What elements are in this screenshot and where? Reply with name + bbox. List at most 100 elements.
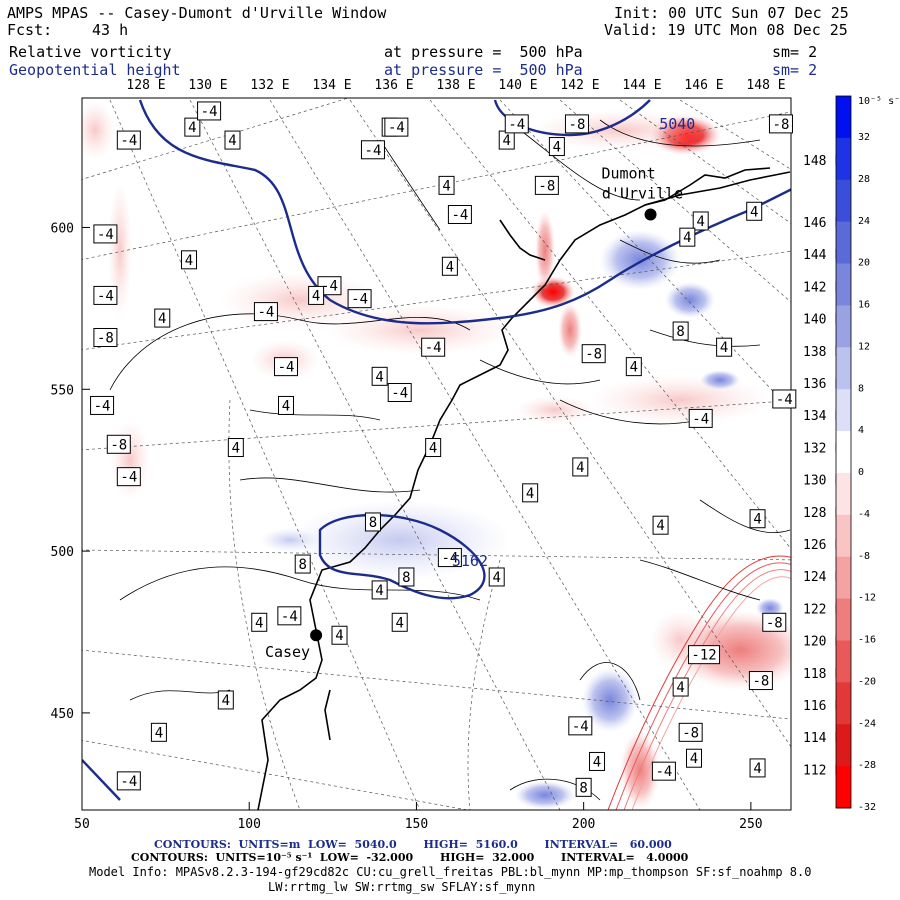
- longitude-label: 114 E: [803, 731, 842, 746]
- svg-text:-4: -4: [120, 470, 137, 486]
- colorbar-tick-label: 16: [858, 300, 870, 311]
- colorbar-tick-label: 12: [858, 341, 870, 352]
- y-tick-label: 600: [51, 221, 74, 236]
- colorbar-frame: [835, 95, 852, 809]
- longitude-label: 148 E: [746, 78, 785, 93]
- colorbar-segment: [836, 263, 851, 306]
- longitude-label: 146 E: [684, 78, 723, 93]
- colorbar-segment: [836, 431, 851, 474]
- contour-label: -4: [387, 383, 412, 403]
- x-tick-label: 50: [74, 817, 90, 832]
- colorbar-segment: [836, 305, 851, 348]
- svg-text:-12: -12: [691, 648, 716, 664]
- longitude-label: 138 E: [803, 345, 842, 360]
- contour-label: 4: [227, 438, 244, 458]
- contour-label: -4: [651, 761, 676, 781]
- vorticity-contours: [109, 119, 791, 801]
- svg-text:-4: -4: [365, 143, 382, 159]
- contour-label: 4: [308, 285, 325, 305]
- contour-label: 4: [652, 515, 669, 535]
- station-name: Casey: [265, 643, 310, 661]
- svg-text:-4: -4: [278, 360, 295, 376]
- contour-label: -4: [568, 716, 593, 736]
- station-marker: [310, 629, 323, 642]
- contour-label: 4: [522, 483, 539, 503]
- contour-label: -4: [360, 140, 385, 160]
- contour-label: 4: [278, 395, 295, 415]
- svg-text:4: 4: [222, 693, 230, 709]
- contour-label: -4: [688, 408, 713, 428]
- contour-label: 4: [625, 357, 642, 377]
- colorbar-segment: [836, 640, 851, 683]
- x-tick-label: 250: [739, 817, 762, 832]
- height-contour-5100: [138, 99, 791, 325]
- contour-label: 4: [686, 748, 703, 768]
- colorbar-tick-label: -12: [858, 593, 876, 604]
- longitude-label: 140 E: [498, 78, 537, 93]
- svg-text:4: 4: [232, 441, 240, 457]
- svg-text:4: 4: [656, 518, 664, 534]
- svg-text:4: 4: [576, 460, 584, 476]
- svg-text:4: 4: [375, 369, 383, 385]
- colorbar-segment: [836, 179, 851, 223]
- svg-text:4: 4: [492, 570, 500, 586]
- field1-sm: sm= 2: [772, 43, 818, 61]
- svg-text:4: 4: [155, 725, 163, 741]
- svg-text:-8: -8: [766, 615, 783, 631]
- contours-vorticity-info: CONTOURS: UNITS=10⁻⁵ s⁻¹ LOW= -32.000 HI…: [131, 851, 689, 864]
- longitude-label: 136 E: [803, 377, 842, 392]
- colorbar-segment: [836, 556, 851, 600]
- contour-label: -8: [581, 344, 606, 364]
- svg-text:-4: -4: [321, 279, 338, 295]
- contour-label: -4: [447, 205, 472, 225]
- contours-height-info: CONTOURS: UNITS=m LOW= 5040.0 HIGH= 5160…: [154, 838, 672, 851]
- longitude-label: 116 E: [803, 699, 842, 714]
- contour-label: 4: [548, 137, 565, 157]
- contour-label: -4: [347, 289, 372, 309]
- contour-label: -4: [116, 771, 141, 791]
- colorbar-segment: [836, 514, 851, 558]
- longitude-label: 130 E: [803, 474, 842, 489]
- contour-label: 4: [589, 751, 606, 771]
- longitude-label: 132 E: [803, 441, 842, 456]
- colorbar-segment: [836, 389, 851, 432]
- colorbar-segment: [836, 96, 851, 139]
- vorticity-shading: [82, 100, 791, 810]
- svg-text:-4: -4: [351, 292, 368, 308]
- svg-text:-4: -4: [281, 609, 298, 625]
- contour-label: 4: [746, 201, 763, 221]
- svg-text:4: 4: [690, 751, 698, 767]
- colorbar-tick-label: -28: [858, 760, 876, 771]
- svg-text:-4: -4: [97, 227, 114, 243]
- svg-text:4: 4: [429, 441, 437, 457]
- contour-label: -4: [93, 224, 118, 244]
- contour-label: -4: [504, 114, 529, 134]
- longitude-label: 144 E: [622, 78, 661, 93]
- vorticity-labels: -44-44-44-44-4-8-8-844-4444-444-4-44-4-4…: [90, 101, 797, 797]
- longitude-label: 122 E: [803, 602, 842, 617]
- longitude-label: 120 E: [803, 635, 842, 650]
- field1-pressure: at pressure = 500 hPa: [384, 43, 583, 61]
- contour-label: 4: [371, 580, 388, 600]
- colorbar-tick-label: -24: [858, 718, 876, 729]
- contour-label: 4: [217, 690, 234, 710]
- contour-label: -8: [93, 327, 118, 347]
- height-contour-5160: [318, 513, 486, 600]
- colorbar-segment: [836, 221, 851, 265]
- longitude-label: 144 E: [803, 248, 842, 263]
- svg-text:4: 4: [158, 311, 166, 327]
- colorbar-tick-label: -4: [858, 509, 870, 520]
- coastline: [257, 167, 791, 810]
- model-info-physics: LW:rrtmg_lw SW:rrtmg_sw SFLAY:sf_mynn: [268, 880, 536, 894]
- contour-label: 4: [572, 457, 589, 477]
- svg-text:-4: -4: [425, 340, 442, 356]
- svg-text:4: 4: [312, 288, 320, 304]
- svg-text:4: 4: [750, 204, 758, 220]
- contour-label: -8: [748, 671, 773, 691]
- svg-text:-8: -8: [752, 674, 769, 690]
- contour-label: -8: [762, 612, 787, 632]
- field2-name: Geopotential height: [9, 61, 181, 79]
- longitude-label: 124 E: [803, 570, 842, 585]
- svg-text:-4: -4: [655, 764, 672, 780]
- longitude-label: 142 E: [560, 78, 599, 93]
